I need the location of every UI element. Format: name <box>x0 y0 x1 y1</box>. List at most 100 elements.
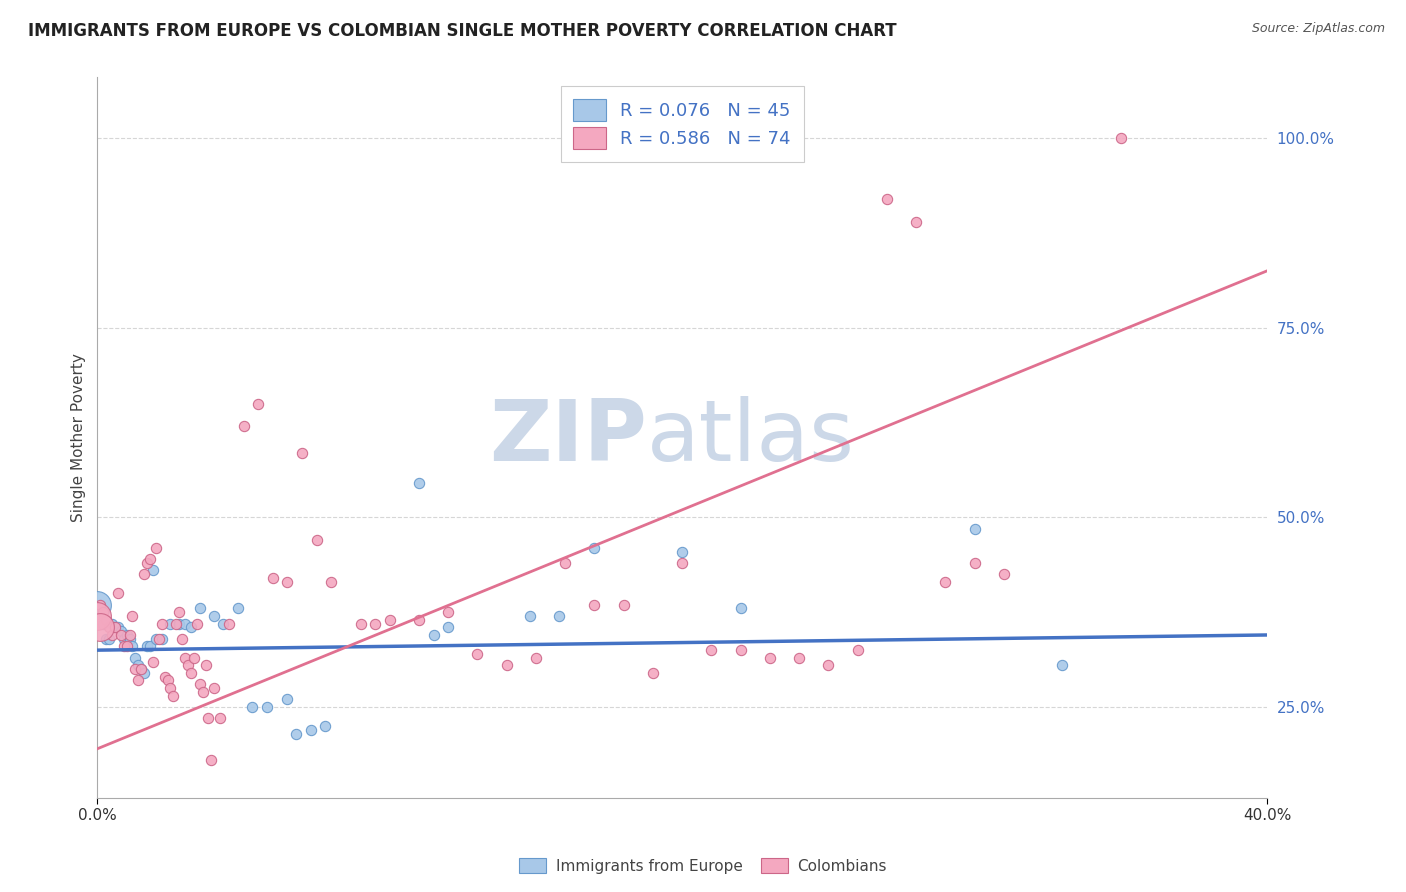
Point <box>107 586 129 600</box>
Point <box>191 685 214 699</box>
Point <box>136 640 159 654</box>
Point <box>180 620 202 634</box>
Point <box>150 616 173 631</box>
Point <box>613 598 636 612</box>
Legend: Immigrants from Europe, Colombians: Immigrants from Europe, Colombians <box>513 852 893 880</box>
Point <box>112 640 135 654</box>
Point <box>186 616 208 631</box>
Point <box>188 601 211 615</box>
Point <box>321 574 343 589</box>
Point <box>86 609 108 624</box>
Point <box>1109 131 1132 145</box>
Point <box>408 613 430 627</box>
Point <box>162 689 184 703</box>
Point <box>94 632 117 646</box>
Point <box>276 574 298 589</box>
Point <box>142 655 165 669</box>
Point <box>174 650 197 665</box>
Point <box>305 533 328 548</box>
Point <box>124 650 146 665</box>
Point <box>759 650 782 665</box>
Point <box>183 650 205 665</box>
Point <box>115 640 138 654</box>
Point <box>91 605 114 619</box>
Point <box>139 552 162 566</box>
Point <box>145 632 167 646</box>
Y-axis label: Single Mother Poverty: Single Mother Poverty <box>72 353 86 522</box>
Point <box>202 609 225 624</box>
Point <box>150 632 173 646</box>
Point <box>291 446 314 460</box>
Point <box>422 628 444 642</box>
Point <box>98 632 121 646</box>
Point <box>89 598 111 612</box>
Text: ZIP: ZIP <box>489 396 647 479</box>
Point <box>240 700 263 714</box>
Point <box>129 662 152 676</box>
Point <box>817 658 839 673</box>
Point <box>963 556 986 570</box>
Point <box>180 665 202 680</box>
Text: Source: ZipAtlas.com: Source: ZipAtlas.com <box>1251 22 1385 36</box>
Point <box>276 692 298 706</box>
Point <box>226 601 249 615</box>
Point <box>314 719 336 733</box>
Point <box>139 640 162 654</box>
Point <box>101 628 124 642</box>
Point <box>364 616 387 631</box>
Point <box>349 616 371 631</box>
Point <box>583 541 606 555</box>
Point <box>437 620 460 634</box>
Point <box>91 616 114 631</box>
Point <box>963 522 986 536</box>
Point <box>247 396 270 410</box>
Point <box>121 640 143 654</box>
Point <box>115 628 138 642</box>
Point <box>159 681 181 695</box>
Point <box>118 632 141 646</box>
Point <box>98 620 121 634</box>
Point <box>104 620 127 634</box>
Point <box>129 662 152 676</box>
Point <box>200 753 222 767</box>
Point <box>127 658 149 673</box>
Point <box>188 677 211 691</box>
Point <box>554 556 576 570</box>
Point <box>194 658 217 673</box>
Point <box>94 613 117 627</box>
Point <box>174 616 197 631</box>
Point <box>177 658 200 673</box>
Point <box>112 632 135 646</box>
Point <box>165 616 187 631</box>
Point <box>730 643 752 657</box>
Point <box>134 665 156 680</box>
Point <box>202 681 225 695</box>
Point <box>583 598 606 612</box>
Point <box>299 723 322 737</box>
Point <box>101 616 124 631</box>
Point <box>121 609 143 624</box>
Point <box>905 214 928 228</box>
Point <box>671 556 693 570</box>
Point <box>89 598 111 612</box>
Point <box>262 571 284 585</box>
Point <box>548 609 571 624</box>
Text: IMMIGRANTS FROM EUROPE VS COLOMBIAN SINGLE MOTHER POVERTY CORRELATION CHART: IMMIGRANTS FROM EUROPE VS COLOMBIAN SING… <box>28 22 897 40</box>
Point <box>136 556 159 570</box>
Point <box>212 616 235 631</box>
Point <box>107 620 129 634</box>
Point <box>730 601 752 615</box>
Point <box>876 192 898 206</box>
Point <box>437 605 460 619</box>
Point <box>787 650 810 665</box>
Point <box>127 673 149 688</box>
Point <box>846 643 869 657</box>
Legend: R = 0.076   N = 45, R = 0.586   N = 74: R = 0.076 N = 45, R = 0.586 N = 74 <box>561 87 804 162</box>
Point <box>256 700 278 714</box>
Point <box>167 605 190 619</box>
Point <box>110 624 132 639</box>
Point <box>156 673 179 688</box>
Point <box>232 419 254 434</box>
Point <box>197 711 219 725</box>
Point <box>110 628 132 642</box>
